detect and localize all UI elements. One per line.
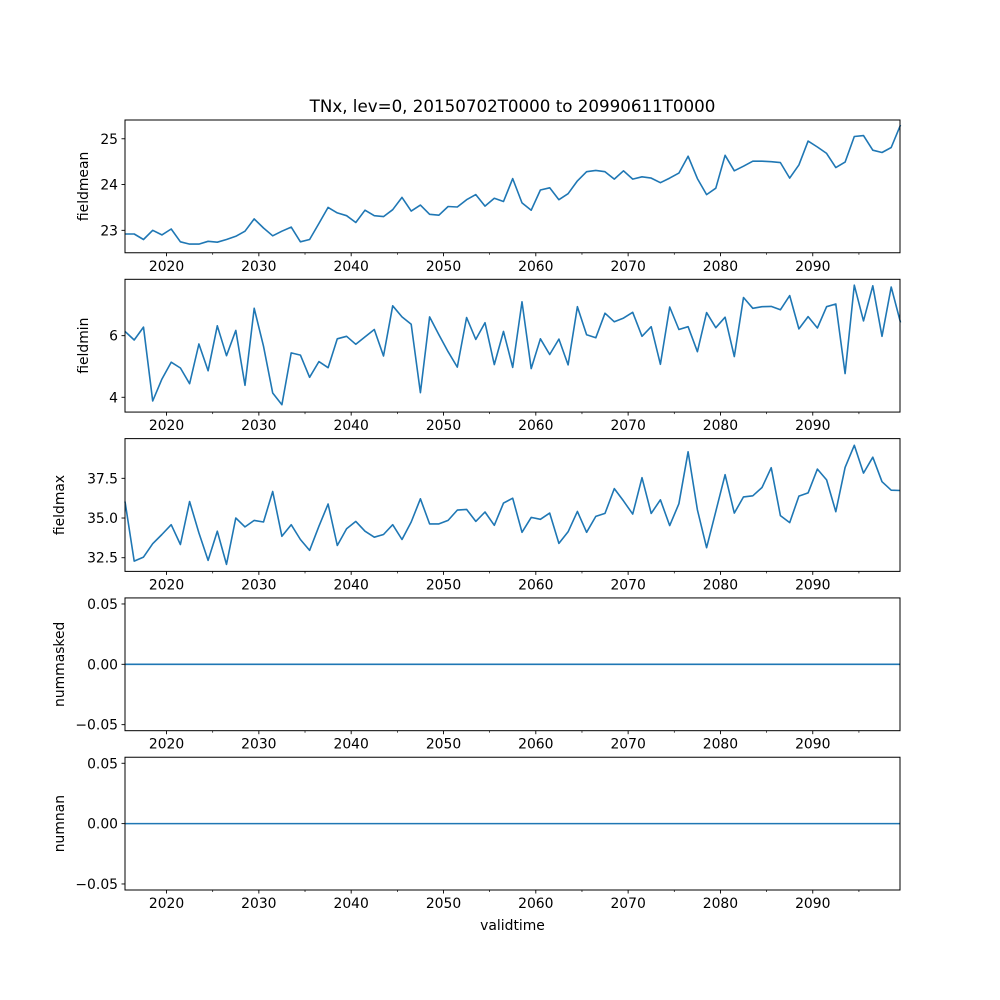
x-tick-label: 2070 bbox=[610, 418, 645, 434]
x-tick-label: 2090 bbox=[795, 896, 830, 912]
x-tick-label: 2030 bbox=[241, 418, 276, 434]
x-tick-label: 2020 bbox=[149, 418, 184, 434]
x-tick-label: 2020 bbox=[149, 259, 184, 275]
y-tick-label: 6 bbox=[109, 329, 118, 345]
x-tick-label: 2040 bbox=[333, 418, 368, 434]
y-axis-label: nummasked bbox=[52, 622, 68, 707]
x-axis-label: validtime bbox=[480, 918, 545, 934]
y-axis-label: fieldmin bbox=[76, 318, 92, 374]
x-tick-label: 2080 bbox=[703, 577, 738, 593]
x-tick-label: 2030 bbox=[241, 896, 276, 912]
x-tick-label: 2020 bbox=[149, 577, 184, 593]
x-tick-label: 2030 bbox=[241, 259, 276, 275]
x-tick-label: 2060 bbox=[518, 577, 553, 593]
x-tick-label: 2090 bbox=[795, 259, 830, 275]
x-tick-label: 2030 bbox=[241, 737, 276, 753]
y-tick-label: 4 bbox=[109, 390, 118, 406]
y-axis-label: fieldmean bbox=[76, 152, 92, 221]
y-tick-label: 32.5 bbox=[87, 551, 118, 567]
x-tick-label: 2060 bbox=[518, 737, 553, 753]
x-tick-label: 2070 bbox=[610, 737, 645, 753]
x-tick-label: 2090 bbox=[795, 577, 830, 593]
y-tick-label: 25 bbox=[100, 132, 118, 148]
x-tick-label: 2050 bbox=[426, 259, 461, 275]
y-tick-label: 24 bbox=[100, 178, 118, 194]
axes-frame-fieldmax bbox=[124, 438, 901, 572]
y-tick-label: −0.05 bbox=[75, 877, 118, 893]
y-axis-label: numnan bbox=[52, 795, 68, 852]
y-tick-label: −0.05 bbox=[75, 718, 118, 734]
chart-title: TNx, lev=0, 20150702T0000 to 20990611T00… bbox=[309, 96, 716, 116]
x-tick-label: 2080 bbox=[703, 896, 738, 912]
x-tick-label: 2040 bbox=[333, 577, 368, 593]
y-tick-label: 0.00 bbox=[87, 817, 118, 833]
x-tick-label: 2020 bbox=[149, 737, 184, 753]
y-tick-label: 0.05 bbox=[87, 756, 118, 772]
axes-frame-fieldmean bbox=[124, 119, 901, 254]
x-tick-label: 2050 bbox=[426, 418, 461, 434]
y-tick-label: 35.0 bbox=[87, 511, 118, 527]
y-tick-label: 23 bbox=[100, 223, 118, 239]
series-line-fieldmax bbox=[124, 444, 901, 566]
x-tick-label: 2050 bbox=[426, 737, 461, 753]
x-tick-label: 2060 bbox=[518, 418, 553, 434]
x-tick-label: 2040 bbox=[333, 737, 368, 753]
y-tick-label: 0.05 bbox=[87, 597, 118, 613]
x-tick-label: 2070 bbox=[610, 259, 645, 275]
x-tick-label: 2020 bbox=[149, 896, 184, 912]
x-tick-label: 2050 bbox=[426, 577, 461, 593]
x-tick-label: 2050 bbox=[426, 896, 461, 912]
x-tick-label: 2040 bbox=[333, 259, 368, 275]
x-tick-label: 2090 bbox=[795, 737, 830, 753]
x-tick-label: 2080 bbox=[703, 259, 738, 275]
x-tick-label: 2030 bbox=[241, 577, 276, 593]
x-tick-label: 2070 bbox=[610, 577, 645, 593]
y-axis-label: fieldmax bbox=[52, 475, 68, 535]
series-line-fieldmin bbox=[124, 284, 902, 406]
x-tick-label: 2080 bbox=[703, 737, 738, 753]
x-tick-label: 2040 bbox=[333, 896, 368, 912]
y-tick-label: 0.00 bbox=[87, 657, 118, 673]
x-tick-label: 2070 bbox=[610, 896, 645, 912]
x-tick-label: 2080 bbox=[703, 418, 738, 434]
x-tick-label: 2090 bbox=[795, 418, 830, 434]
x-tick-label: 2060 bbox=[518, 259, 553, 275]
x-tick-label: 2060 bbox=[518, 896, 553, 912]
y-tick-label: 37.5 bbox=[87, 471, 118, 487]
axes-frame-fieldmin bbox=[124, 278, 901, 413]
series-line-fieldmean bbox=[125, 124, 902, 245]
